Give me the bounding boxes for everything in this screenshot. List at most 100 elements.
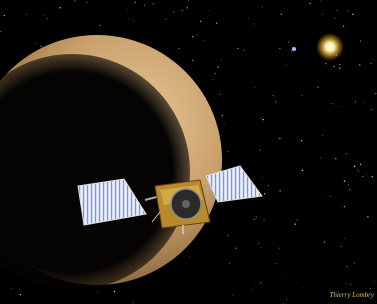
star	[253, 23, 254, 24]
star	[281, 14, 282, 15]
star	[132, 302, 133, 303]
star	[261, 247, 262, 248]
star	[127, 10, 128, 11]
star	[333, 103, 334, 104]
star	[262, 177, 263, 178]
star	[236, 248, 237, 249]
sun	[316, 33, 344, 61]
star	[264, 193, 265, 194]
star	[135, 2, 136, 3]
star	[335, 18, 336, 19]
star	[362, 176, 364, 178]
star	[370, 288, 372, 290]
star	[44, 15, 45, 16]
star	[359, 64, 360, 65]
star	[221, 59, 222, 60]
star	[165, 19, 166, 20]
star	[254, 218, 256, 220]
star	[371, 109, 372, 110]
star	[262, 6, 263, 7]
star	[36, 43, 37, 44]
star	[348, 269, 349, 270]
star	[224, 124, 225, 125]
star	[358, 171, 359, 172]
star	[261, 118, 262, 119]
star	[260, 282, 261, 283]
star	[324, 241, 325, 242]
star	[348, 10, 349, 11]
star	[335, 158, 336, 159]
star	[114, 291, 115, 292]
star	[311, 125, 312, 126]
star	[346, 266, 347, 267]
star	[60, 7, 62, 9]
star	[227, 235, 228, 236]
star	[74, 0, 75, 1]
star	[4, 15, 5, 16]
star	[263, 219, 264, 220]
star	[219, 94, 220, 95]
star	[98, 292, 99, 293]
star	[200, 21, 201, 22]
star	[213, 79, 214, 80]
star	[229, 263, 230, 264]
star	[275, 101, 276, 102]
star	[354, 166, 355, 167]
star	[217, 66, 218, 67]
star	[339, 64, 340, 65]
star	[336, 10, 337, 11]
star	[325, 63, 327, 65]
star	[348, 184, 349, 185]
star	[279, 138, 280, 139]
star	[41, 46, 42, 47]
star	[291, 50, 292, 51]
star	[317, 87, 319, 89]
star	[273, 95, 274, 96]
star	[179, 48, 180, 49]
star	[20, 294, 21, 295]
star	[255, 282, 256, 283]
star	[360, 164, 361, 165]
star	[346, 153, 347, 154]
star	[221, 203, 222, 204]
star	[248, 18, 249, 19]
star	[144, 5, 145, 6]
star	[339, 68, 340, 69]
star	[258, 243, 259, 244]
star	[279, 248, 280, 249]
star	[372, 176, 373, 177]
star	[303, 287, 304, 288]
star	[320, 157, 321, 158]
star	[276, 263, 277, 264]
star	[47, 18, 48, 19]
star	[279, 190, 280, 191]
star	[222, 115, 223, 116]
star	[237, 48, 238, 49]
star	[344, 206, 345, 207]
star	[333, 66, 334, 67]
star	[374, 281, 375, 282]
star	[355, 101, 356, 102]
star	[375, 93, 376, 94]
star	[99, 25, 100, 26]
star	[197, 34, 198, 35]
star	[256, 216, 257, 217]
star	[322, 14, 323, 15]
star	[343, 25, 344, 26]
star	[371, 63, 372, 64]
star	[295, 223, 297, 225]
scene: Thierry Lombry	[0, 0, 377, 304]
star	[189, 257, 190, 258]
star	[340, 246, 341, 247]
star	[281, 101, 282, 102]
star	[204, 40, 205, 41]
star	[352, 13, 354, 15]
credit: Thierry Lombry	[329, 291, 374, 299]
star	[227, 151, 228, 152]
star	[285, 276, 286, 277]
star	[349, 189, 350, 190]
star	[173, 12, 174, 13]
star	[26, 14, 27, 15]
star	[371, 90, 372, 91]
star	[133, 21, 134, 22]
